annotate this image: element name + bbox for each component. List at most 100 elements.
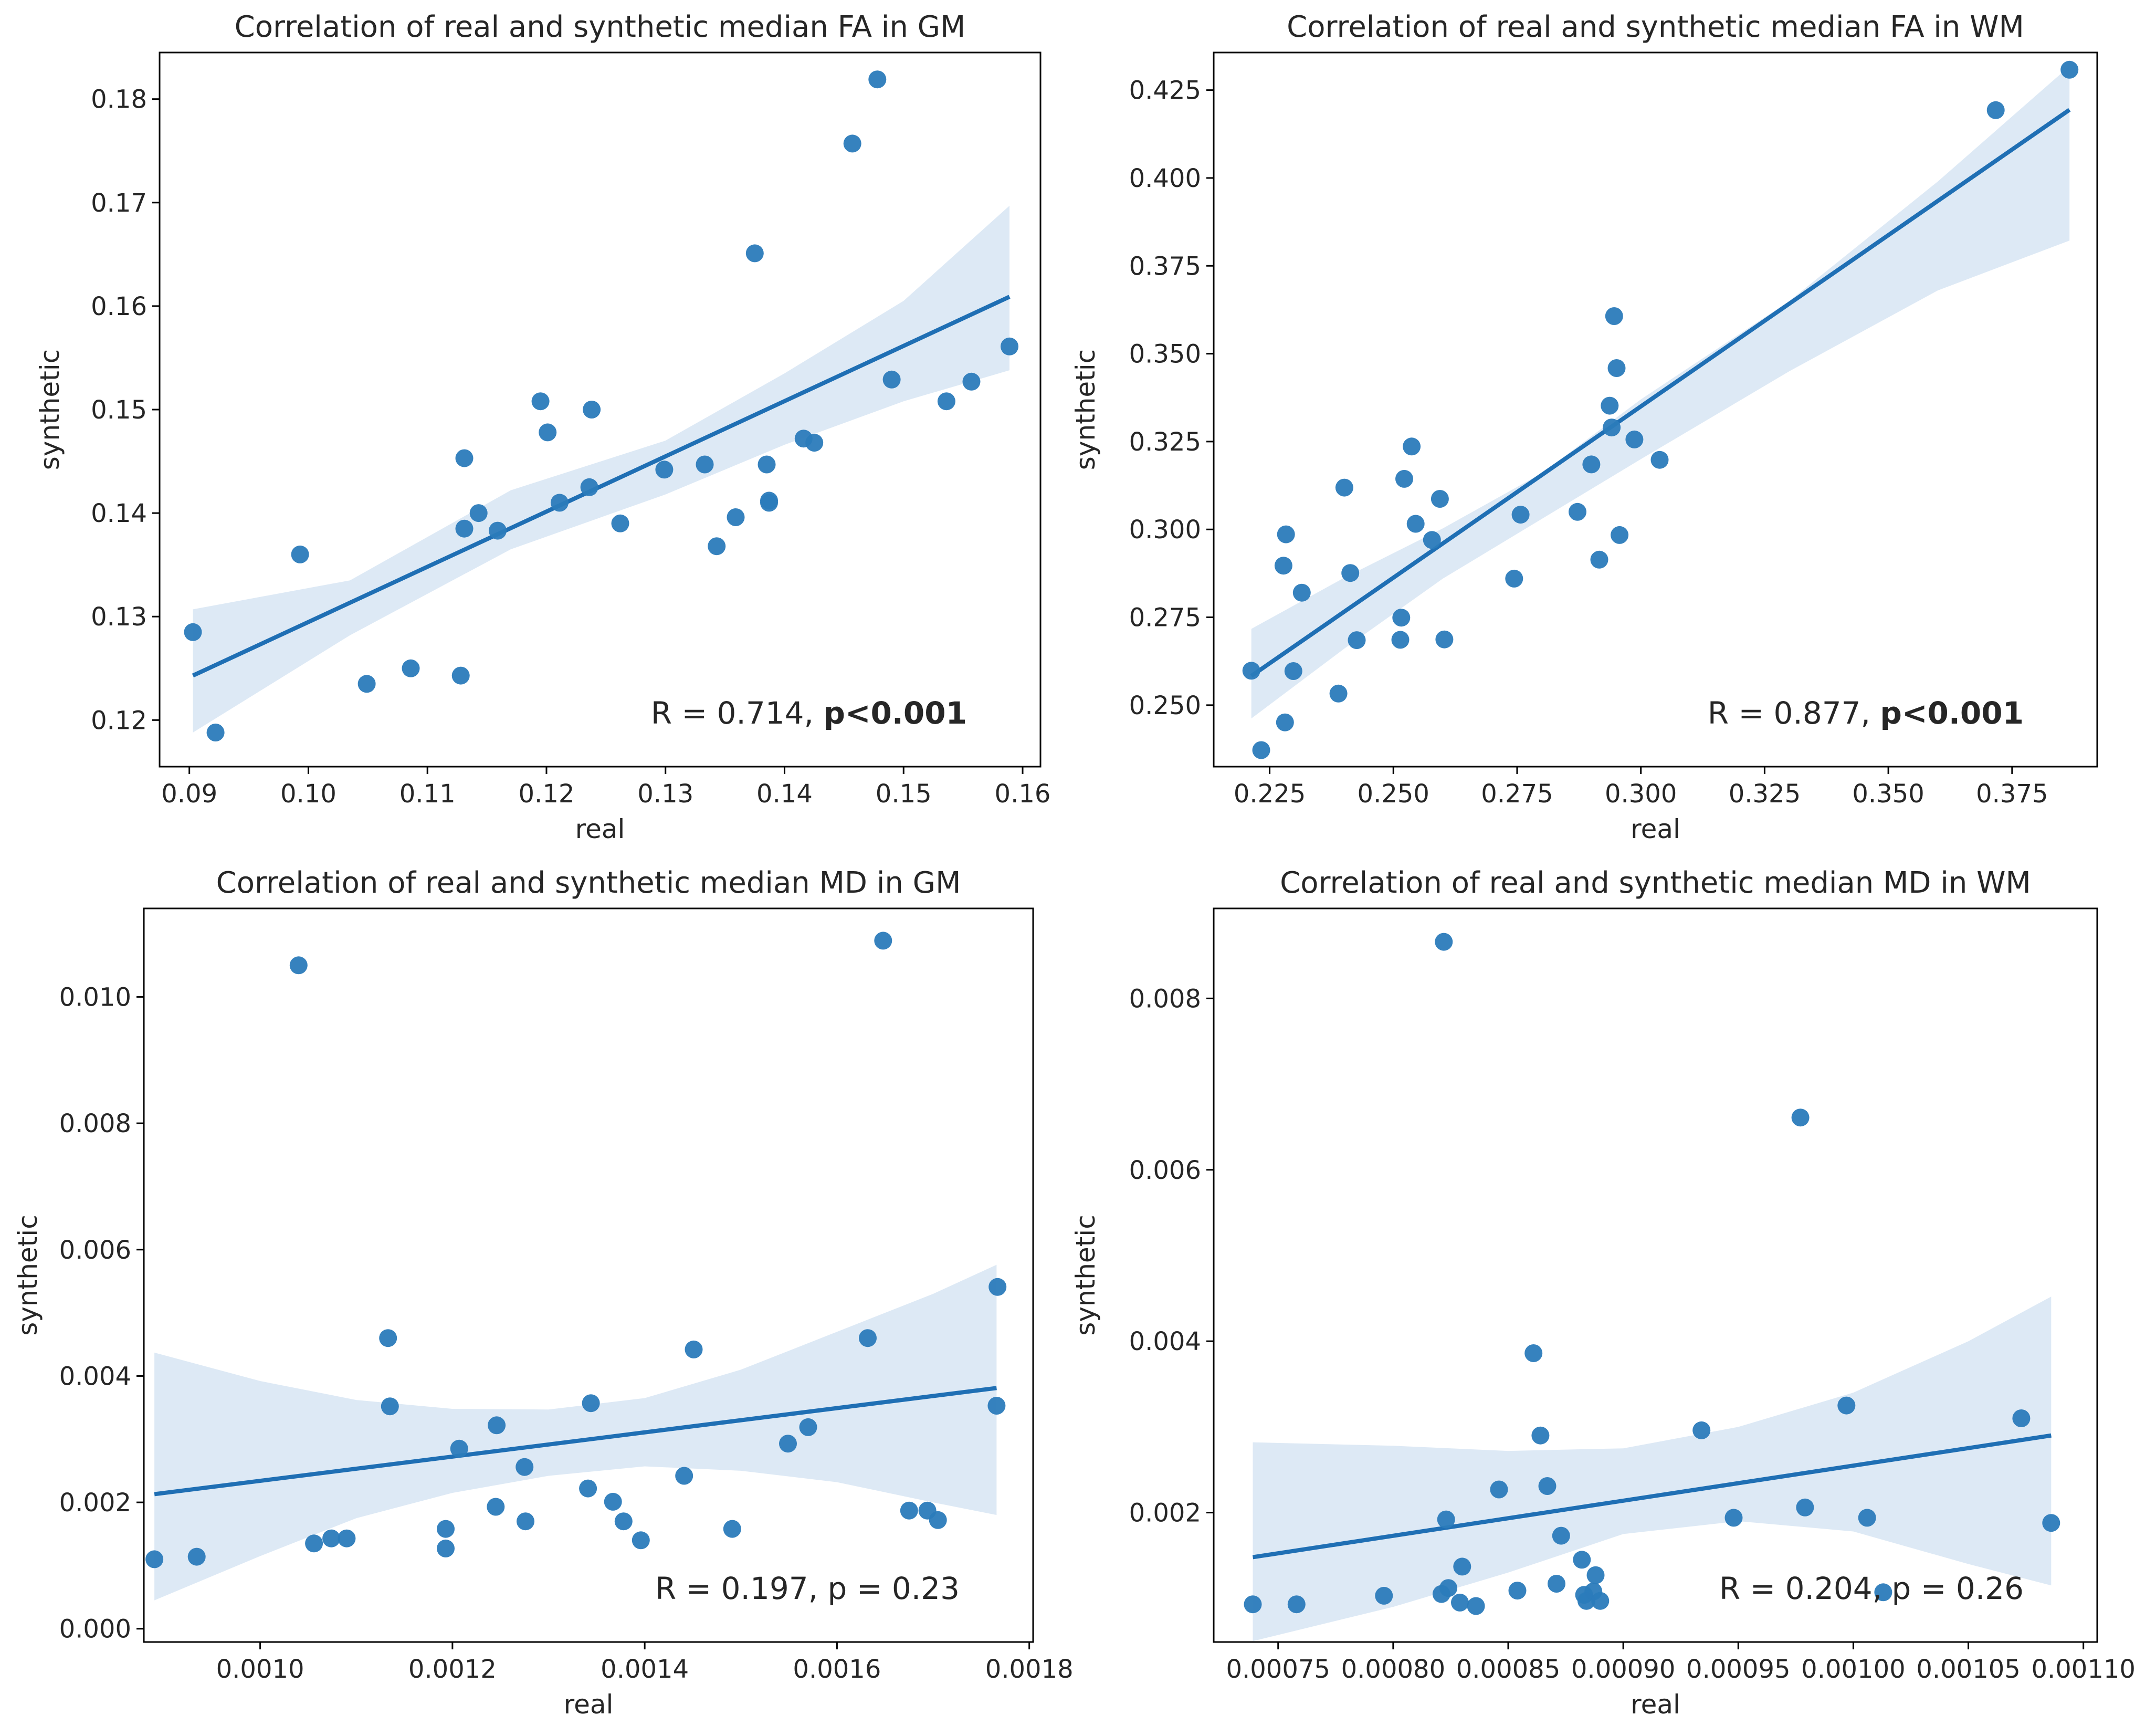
data-point [579, 1479, 597, 1498]
data-point [1437, 1510, 1455, 1529]
y-tick-label: 0.12 [91, 706, 147, 735]
x-axis-label: real [575, 814, 625, 844]
stats-r-value: R = 0.204, p = 0.26 [1719, 1571, 2024, 1606]
data-point [1650, 451, 1669, 469]
x-tick-label: 0.0012 [408, 1655, 497, 1684]
data-point [1277, 525, 1295, 543]
panel-md-wm: 0.00075 0.00080 0.00085 0.00090 0.00095 0.001… [1070, 866, 2136, 1720]
data-point [550, 494, 569, 512]
panel-fa-gm: 0.09 0.10 0.11 0.12 0.13 0.14 0.15 0.16 0.12 0.13… [35, 10, 1050, 844]
data-point [1423, 531, 1441, 549]
regression-line [192, 295, 1011, 678]
data-point [402, 659, 420, 677]
data-point [1605, 307, 1623, 325]
panel-md-gm: 0.0010 0.0012 0.0014 0.0016 0.0018 0.000 0.002… [13, 866, 1074, 1720]
stats-p-value: p<0.001 [1880, 695, 2024, 731]
data-point [357, 675, 376, 693]
data-point [437, 1539, 455, 1557]
data-point [727, 508, 745, 526]
data-point [1625, 430, 1644, 448]
data-point [1403, 437, 1421, 456]
confidence-band [154, 1264, 997, 1601]
data-point [632, 1531, 650, 1550]
data-point [379, 1329, 397, 1347]
data-point [614, 1512, 633, 1531]
chart-title: Correlation of real and synthetic median… [216, 866, 961, 900]
stats-p-value: p<0.001 [823, 695, 967, 731]
data-point [799, 1418, 817, 1436]
data-point [469, 504, 488, 522]
data-point [1603, 419, 1621, 437]
stats-annotation: R = 0.197, p = 0.23 [655, 1571, 960, 1606]
y-tick-label: 0.17 [91, 189, 147, 218]
x-tick-label: 0.275 [1481, 779, 1553, 809]
x-tick-label: 0.09 [161, 779, 217, 809]
data-point [758, 455, 776, 474]
data-point [1508, 1582, 1527, 1600]
data-point [1573, 1551, 1591, 1569]
x-tick-label: 0.12 [519, 779, 575, 809]
data-point [1451, 1593, 1469, 1612]
chart-title: Correlation of real and synthetic median… [235, 10, 966, 44]
data-point [1431, 490, 1449, 508]
data-point [937, 392, 955, 411]
y-tick-label: 0.002 [1129, 1499, 1201, 1528]
x-tick-label: 0.16 [995, 779, 1051, 809]
x-tick-label: 0.0010 [216, 1655, 304, 1684]
data-point [1406, 515, 1425, 533]
y-tick-label: 0.18 [91, 85, 147, 114]
data-point [450, 1439, 468, 1458]
x-tick-label: 0.375 [1976, 779, 2048, 809]
y-tick-label: 0.350 [1129, 340, 1201, 369]
data-point [1724, 1509, 1743, 1527]
plot-frame [1213, 51, 2098, 768]
data-point [988, 1278, 1007, 1296]
data-point [1276, 713, 1294, 731]
data-point [1607, 359, 1626, 377]
data-point [1524, 1344, 1543, 1362]
data-point [779, 1435, 797, 1453]
y-tick-label: 0.004 [1129, 1327, 1201, 1356]
data-point [1375, 1586, 1393, 1605]
y-tick-label: 0.006 [1129, 1156, 1201, 1185]
x-axis-label: real [1631, 1689, 1680, 1720]
data-point [874, 932, 892, 950]
data-point [338, 1529, 356, 1547]
stats-annotation: R = 0.204, p = 0.26 [1719, 1571, 2024, 1606]
data-point [1531, 1426, 1550, 1445]
stats-r-value: R = 0.714, [651, 695, 824, 731]
x-tick-label: 0.00100 [1801, 1655, 1906, 1684]
data-point [1505, 569, 1523, 588]
plot-frame [1213, 907, 2098, 1643]
data-point [1490, 1480, 1508, 1499]
data-point [1590, 550, 1608, 569]
data-point [487, 1498, 505, 1516]
x-tick-label: 0.300 [1605, 779, 1677, 809]
data-point [1591, 1592, 1610, 1610]
data-point [1341, 564, 1360, 582]
y-axis-label: synthetic [13, 1215, 43, 1335]
data-point [1692, 1421, 1711, 1439]
data-point [1552, 1526, 1570, 1545]
data-point [868, 70, 887, 89]
data-point [1858, 1509, 1876, 1527]
data-point [1986, 101, 2005, 119]
x-tick-label: 0.00090 [1571, 1655, 1676, 1684]
data-point [1791, 1108, 1810, 1127]
y-tick-label: 0.250 [1129, 691, 1201, 720]
y-axis-label: synthetic [1070, 1215, 1101, 1335]
data-point [489, 521, 507, 540]
data-point [685, 1340, 703, 1358]
data-point [2042, 1514, 2060, 1532]
data-point [1435, 933, 1453, 951]
data-point [1395, 469, 1413, 488]
x-tick-label: 0.00095 [1686, 1655, 1791, 1684]
data-point [882, 370, 901, 389]
y-tick-label: 0.000 [59, 1615, 131, 1644]
y-tick-label: 0.006 [59, 1236, 131, 1265]
panel-fa-wm: 0.225 0.250 0.275 0.300 0.325 0.350 0.375 0.250… [1070, 10, 2098, 844]
y-tick-label: 0.008 [1129, 984, 1201, 1013]
data-point [1292, 583, 1311, 602]
data-point [1329, 684, 1348, 703]
